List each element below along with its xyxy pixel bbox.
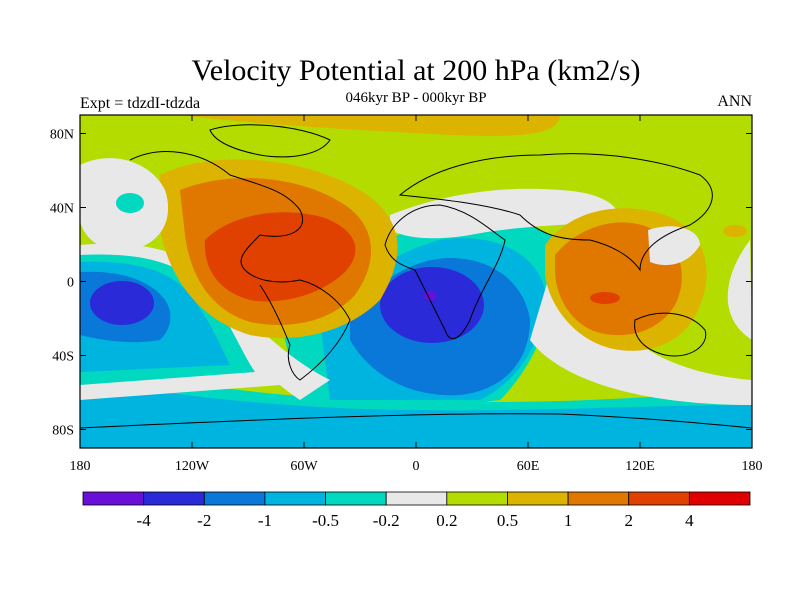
y-tick-label: 80S (52, 424, 74, 439)
colorbar-swatch (628, 491, 690, 506)
colorbar-swatch (143, 491, 205, 506)
y-tick-label: 80N (50, 128, 74, 143)
africa-coast (384, 204, 506, 340)
colorbar: -4 -2 -1 -0.5 -0.2 0.2 0.5 1 2 4 (82, 491, 751, 530)
colorbar-label: -0.2 (373, 511, 400, 530)
x-tick-label: 180 (70, 459, 91, 474)
colorbar-swatch (325, 491, 387, 506)
x-tick-label: 60W (290, 459, 318, 474)
americas-coast (129, 151, 351, 381)
x-tick-label: 0 (413, 459, 420, 474)
colorbar-label: 0.2 (436, 511, 457, 530)
x-tick-label: 120E (625, 459, 655, 474)
season-label: ANN (717, 93, 752, 110)
colorbar-label: 4 (685, 511, 694, 530)
contour-field (80, 115, 752, 448)
pacific-east-neutral (727, 240, 752, 340)
colorbar-swatch (507, 491, 569, 506)
colorbar-swatch (567, 491, 630, 506)
x-tick-label: 120W (175, 459, 210, 474)
pacific-minimum (90, 281, 154, 325)
y-tick-label: 40N (50, 202, 74, 217)
colorbar-swatch (446, 491, 508, 506)
coastlines (80, 124, 752, 429)
chart-subtitle: 046kyr BP - 000kyr BP (345, 90, 486, 106)
australia-coast (634, 312, 707, 357)
colorbar-label: -0.5 (312, 511, 339, 530)
colorbar-label: 0.5 (497, 511, 518, 530)
chart-title: Velocity Potential at 200 hPa (km2/s) (191, 54, 640, 87)
experiment-label: Expt = tdzdI-tdzda (80, 95, 200, 112)
colorbar-label: 1 (564, 511, 573, 530)
antarctica-coast (80, 413, 752, 429)
y-tick-label: 0 (67, 276, 74, 291)
colorbar-swatch (688, 491, 751, 506)
colorbar-label: -4 (137, 511, 152, 530)
indian-ocean-neutral (530, 240, 752, 405)
colorbar-swatch (264, 491, 326, 506)
y-axis: 80N 40N 0 40S 80S (50, 128, 752, 439)
colorbar-swatch (203, 491, 266, 506)
colorbar-label: -2 (197, 511, 211, 530)
eurasia-coast (398, 153, 713, 272)
colorbar-label: -1 (258, 511, 272, 530)
x-tick-label: 60E (517, 459, 540, 474)
colorbar-label: 2 (624, 511, 633, 530)
southern-band-cyan (80, 380, 752, 448)
americas-red (204, 212, 356, 302)
east-pacific-gold (723, 225, 747, 237)
atlantic-neutral (390, 188, 620, 239)
maritime-red (590, 292, 620, 304)
colorbar-swatch (385, 491, 448, 506)
y-tick-label: 40S (52, 350, 74, 365)
arctic-gold (180, 115, 560, 136)
greenland-arctic-coast (209, 124, 331, 158)
colorbar-swatch (82, 491, 145, 506)
west-pacific-neutral (648, 226, 700, 266)
x-axis: 180 120W 60W 0 60E 120E 180 (70, 115, 763, 474)
x-tick-label: 180 (742, 459, 763, 474)
north-pacific-teal (116, 193, 144, 213)
